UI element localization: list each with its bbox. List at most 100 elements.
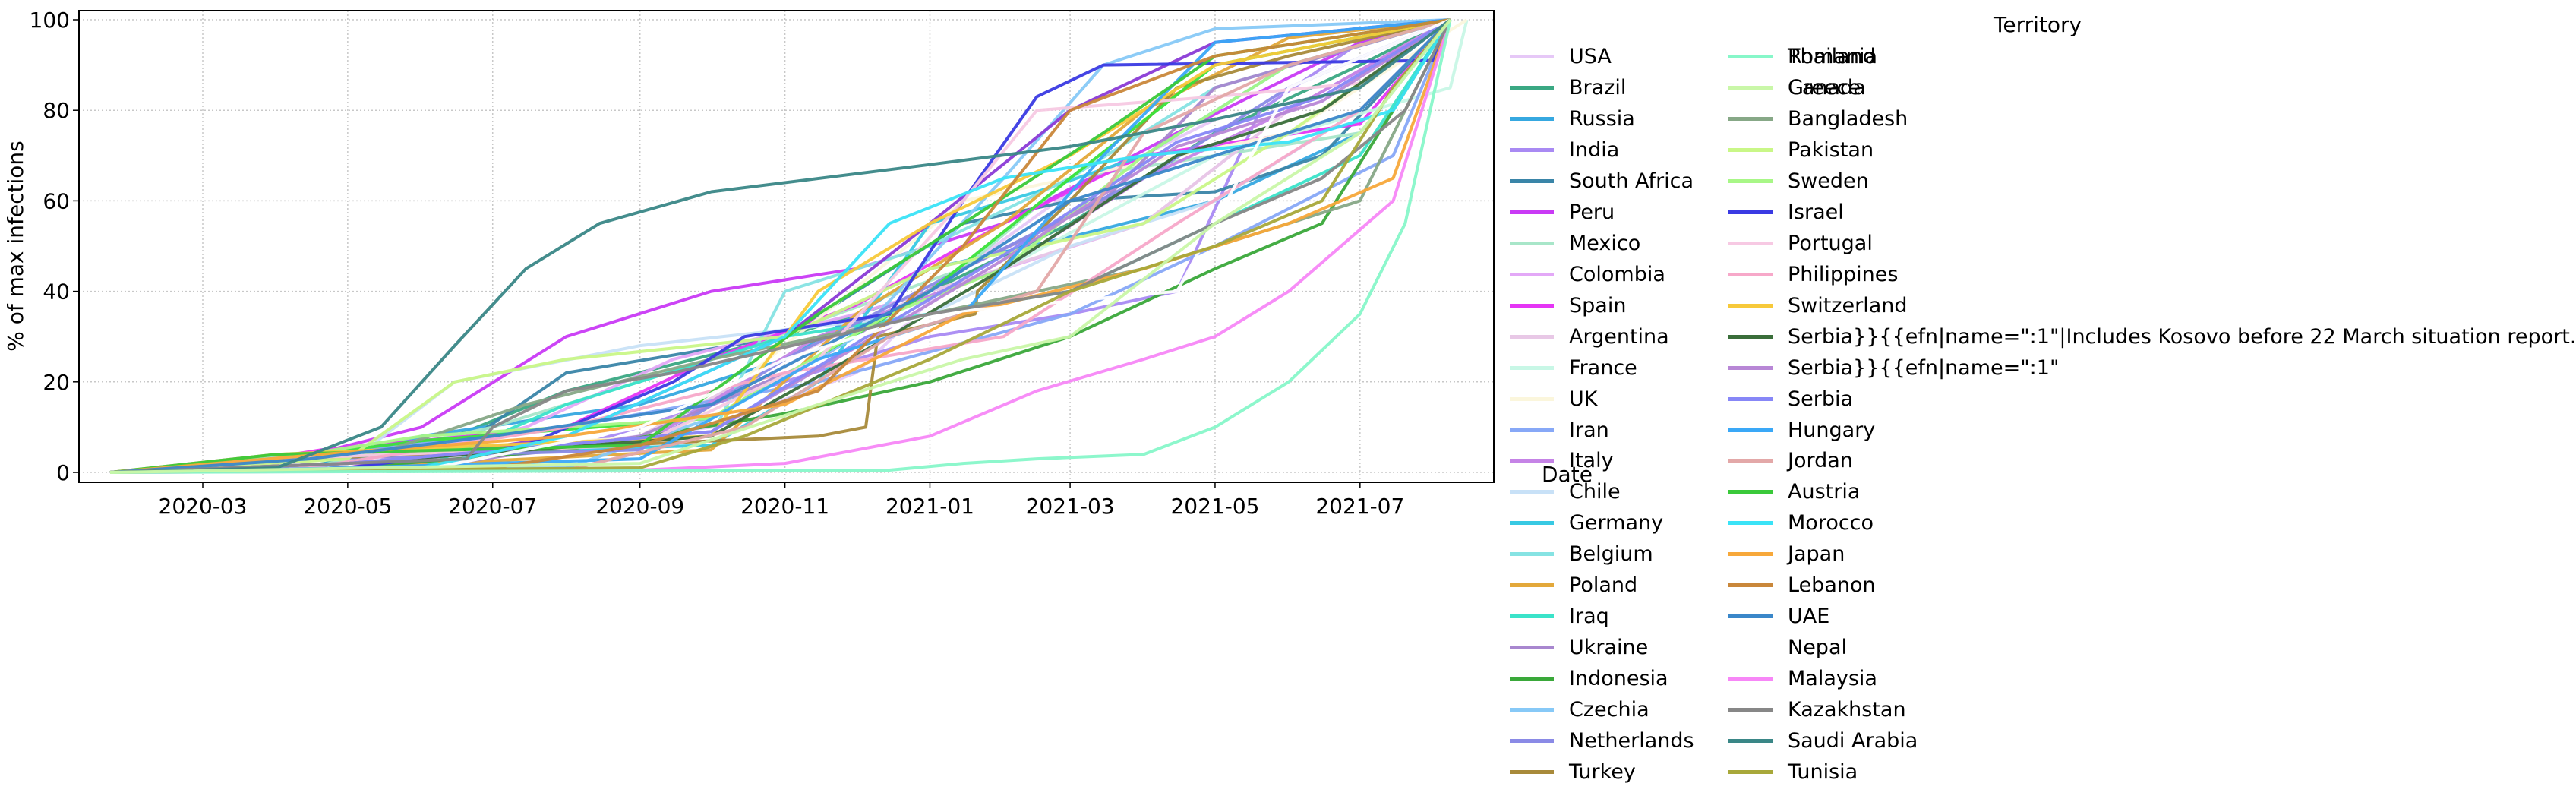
legend-item: Romania <box>1728 41 1877 72</box>
legend-item: UAE <box>1728 601 1829 632</box>
legend-label: Lebanon <box>1788 573 1876 598</box>
legend-swatch <box>1728 303 1773 308</box>
legend-swatch <box>1728 55 1773 58</box>
legend-item: Brazil <box>1510 72 1626 103</box>
legend-item: Iraq <box>1510 601 1609 632</box>
legend-label: Jordan <box>1788 449 1853 473</box>
legend-item: Thailand <box>1728 41 1876 72</box>
legend-label: Germany <box>1569 511 1664 535</box>
legend-item: Spain <box>1510 290 1626 321</box>
legend-swatch <box>1510 739 1554 744</box>
legend-item: Germany <box>1510 507 1663 538</box>
legend-item: Hungary <box>1728 415 1875 446</box>
legend-label: Indonesia <box>1569 667 1668 691</box>
legend-label: Thailand <box>1788 45 1876 68</box>
series-line-saudi-arabia <box>109 18 1451 474</box>
legend-label: Brazil <box>1569 75 1627 99</box>
legend-swatch <box>1728 334 1773 339</box>
legend-swatch <box>1728 708 1773 712</box>
legend-label: Japan <box>1788 542 1845 567</box>
legend-swatch <box>1728 583 1773 588</box>
legend-label: Hungary <box>1788 418 1876 442</box>
legend-label: Israel <box>1788 200 1844 224</box>
legend-item: Turkey <box>1510 756 1636 788</box>
series-line-nepal <box>109 18 1451 474</box>
legend-item: Peru <box>1510 197 1615 228</box>
legend-swatch <box>1510 646 1554 650</box>
legend-item: Mexico <box>1510 228 1640 259</box>
legend-label: Switzerland <box>1788 293 1908 317</box>
legend-label: Nepal <box>1788 636 1847 660</box>
legend-label: Turkey <box>1569 760 1636 785</box>
legend-item: Belgium <box>1510 538 1653 570</box>
legend-swatch <box>1510 147 1554 152</box>
y-tick-label: 100 <box>30 8 70 33</box>
series-line-france <box>109 19 1469 474</box>
series-line-tunisia <box>109 18 1452 474</box>
legend-swatch <box>1728 178 1773 183</box>
legend-label: Sweden <box>1788 169 1869 193</box>
legend-swatch <box>1728 272 1773 276</box>
legend-swatch <box>1510 552 1554 557</box>
legend-item: Austria <box>1728 476 1860 507</box>
legend-swatch <box>1510 303 1554 308</box>
x-tick-label: 2021-03 <box>1026 494 1115 519</box>
x-axis-label: Date <box>1542 462 1593 487</box>
legend-label: Malaysia <box>1788 667 1877 691</box>
legend-item: Colombia <box>1510 259 1665 290</box>
x-tick-label: 2020-03 <box>159 494 248 519</box>
x-tick-label: 2020-11 <box>740 494 829 519</box>
legend-swatch <box>1510 770 1554 775</box>
x-tick-label: 2020-09 <box>595 494 684 519</box>
y-axis-ticks: 0 20 40 60 80 100 <box>30 8 79 485</box>
legend-item: Serbia <box>1728 384 1853 415</box>
legend-label: Bangladesh <box>1788 106 1908 131</box>
legend-item: Jordan <box>1728 445 1853 476</box>
legend-label: Iraq <box>1569 605 1609 629</box>
legend-item: Greece <box>1728 72 1861 103</box>
legend-label: Tunisia <box>1788 760 1858 785</box>
legend-swatch <box>1728 85 1773 90</box>
x-tick-label: 2020-07 <box>448 494 537 519</box>
legend-item: Saudi Arabia <box>1728 725 1918 756</box>
legend-swatch <box>1510 334 1554 339</box>
legend-item: Serbia}}{{efn|name=":1" <box>1728 352 2059 384</box>
legend-item: Morocco <box>1728 507 1874 538</box>
legend-swatch <box>1510 614 1554 619</box>
legend-swatch <box>1728 241 1773 245</box>
legend-swatch <box>1728 614 1773 619</box>
legend-swatch <box>1510 55 1554 58</box>
series-line-malaysia <box>109 19 1452 474</box>
legend-item: Nepal <box>1728 632 1847 663</box>
legend-label: Saudi Arabia <box>1788 729 1918 753</box>
legend-title: Territory <box>1994 12 2082 37</box>
legend-swatch <box>1510 116 1554 121</box>
legend-item: South Africa <box>1510 166 1694 197</box>
legend-swatch <box>1510 521 1554 526</box>
legend-swatch <box>1728 552 1773 557</box>
y-tick-label: 0 <box>56 460 70 485</box>
legend-swatch <box>1510 178 1554 183</box>
legend-label: France <box>1569 355 1637 380</box>
legend-label: Austria <box>1788 480 1861 504</box>
legend-label: Netherlands <box>1569 729 1694 753</box>
legend-label: Pakistan <box>1788 137 1874 162</box>
legend-swatch <box>1728 396 1773 401</box>
legend-swatch <box>1728 677 1773 681</box>
legend-label: Philippines <box>1788 262 1899 286</box>
legend-item: Italy <box>1510 445 1614 476</box>
legend-item: Czechia <box>1510 694 1649 725</box>
y-axis-label: % of max infections <box>3 141 28 352</box>
legend-swatch <box>1728 116 1773 121</box>
legend-label: Kazakhstan <box>1788 698 1906 722</box>
legend-item: Netherlands <box>1510 725 1694 756</box>
legend-swatch <box>1510 241 1554 245</box>
legend-item: Iran <box>1510 415 1609 446</box>
legend-label: USA <box>1569 45 1612 68</box>
legend-swatch <box>1728 210 1773 214</box>
legend-swatch <box>1510 365 1554 370</box>
legend-label: South Africa <box>1569 169 1694 193</box>
legend-item: Malaysia <box>1728 663 1877 694</box>
legend-item: Pakistan <box>1728 134 1874 166</box>
